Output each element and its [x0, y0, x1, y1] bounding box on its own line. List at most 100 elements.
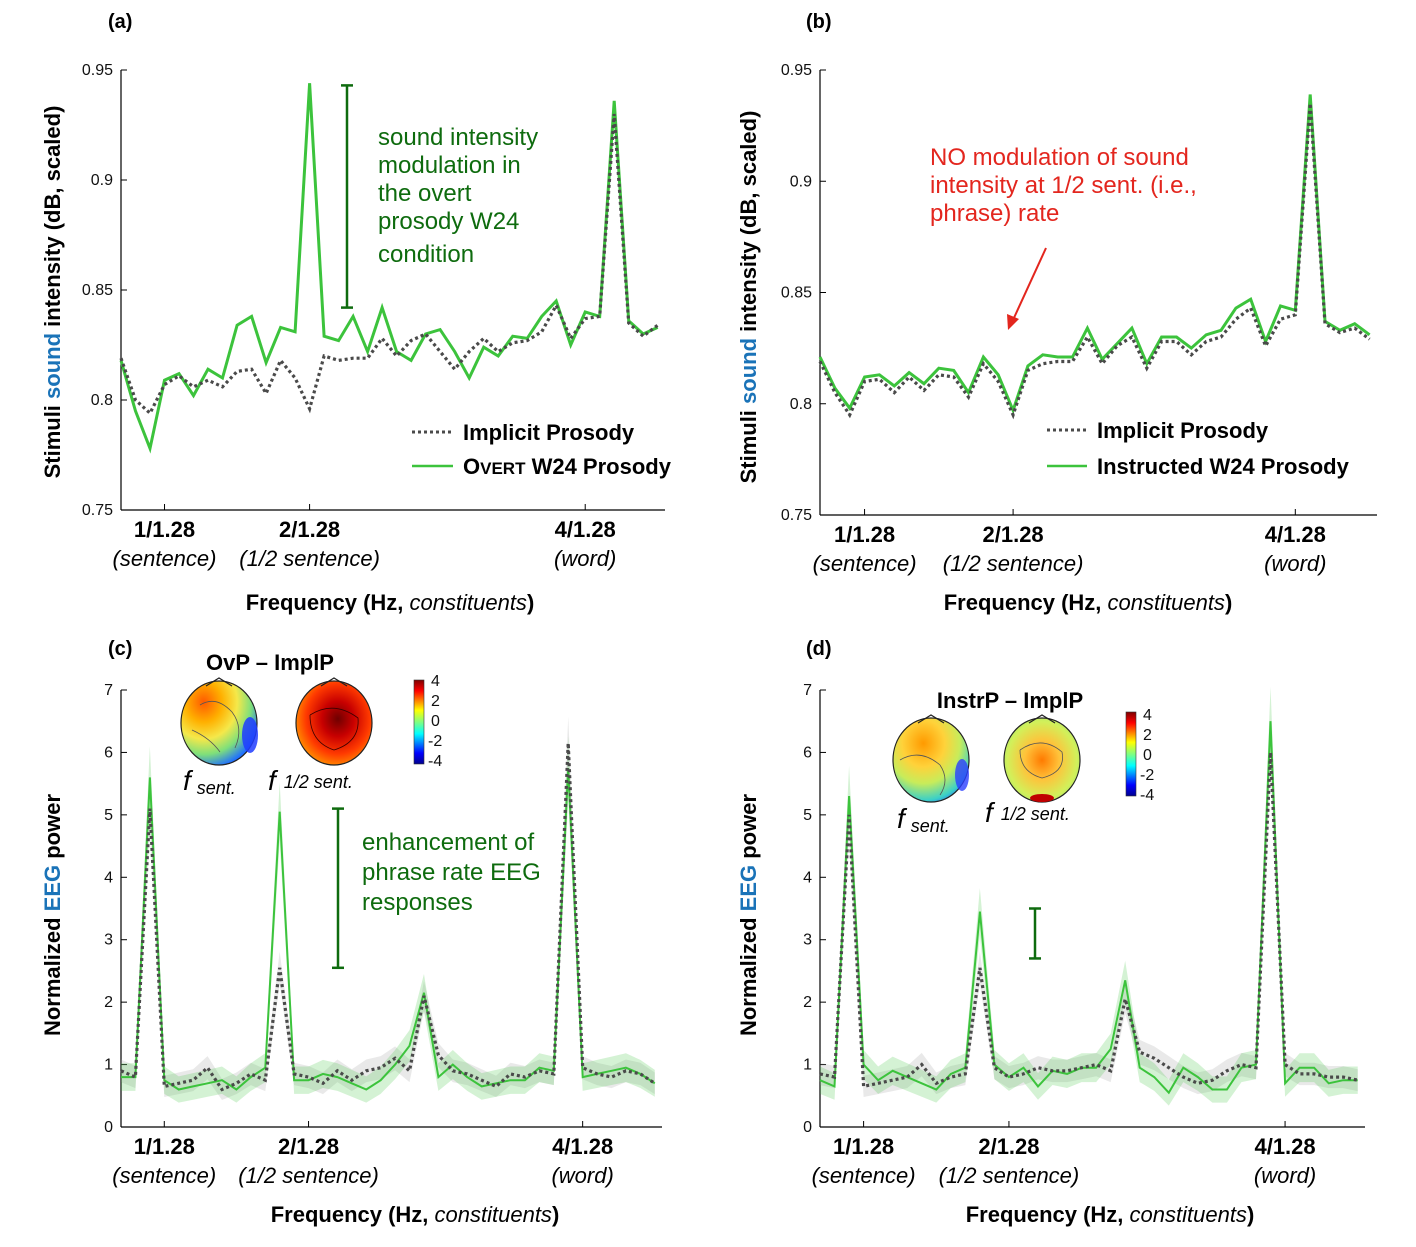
annotation-line: the overt: [378, 180, 472, 207]
y-tick-label: 5: [104, 807, 113, 824]
series-line-implicit: [818, 103, 1371, 420]
annotation-line: condition: [378, 241, 474, 268]
colorbar-tick: 0: [1143, 747, 1152, 764]
colorbar: 4 2 0 -2 -4: [1125, 707, 1154, 804]
y-tick-label: 6: [104, 744, 113, 761]
annotation-phrase-enhancement: enhancement of phrase rate EEG responses: [362, 829, 541, 916]
colorbar-tick: -2: [1140, 767, 1154, 784]
legend-label-instructed: Instructed W24 Prosody: [1097, 454, 1350, 479]
y-axis: 0 1 2 3 4 5 6 7: [104, 682, 127, 1136]
panel-c: (c) 0 1 2 3 4 5 6 7 1/1.28 (sentence) 2/1.28 (1/2 …: [40, 638, 662, 1227]
colorbar-tick: -4: [1140, 787, 1154, 804]
x-tick-label: 1/1.28: [834, 522, 895, 547]
x-axis: 1/1.28 (sentence) 2/1.28 (1/2 sentence) 4/1.…: [112, 1121, 662, 1188]
legend: Implicit Prosody Instructed W24 Prosody: [1047, 418, 1350, 479]
error-band: [121, 736, 655, 1103]
y-tick-label: 0.9: [790, 173, 812, 190]
annotation-line: enhancement of: [362, 829, 534, 856]
x-tick-label: 2/1.28: [279, 517, 340, 542]
error-bands: [121, 716, 655, 1103]
annotation-arrow: [1012, 247, 1047, 321]
series-line-prosody: [119, 83, 659, 454]
legend-label-implicit: Implicit Prosody: [463, 420, 635, 445]
y-tick-label: 0.8: [790, 396, 812, 413]
y-tick-label: 0.75: [781, 507, 812, 524]
x-tick-label: 4/1.28: [552, 1134, 613, 1159]
y-axis: 0.75 0.8 0.85 0.9 0.95: [82, 62, 127, 519]
x-tick-label: 4/1.28: [1254, 1134, 1315, 1159]
x-tick-label: 4/1.28: [1265, 522, 1326, 547]
x-axis-label: Frequency (Hz, constituents): [944, 590, 1233, 615]
y-tick-label: 7: [803, 682, 812, 699]
x-axis: 1/1.28 (sentence) 2/1.28 (1/2 sentence) 4/1.…: [813, 509, 1377, 576]
x-axis-label: Frequency (Hz, constituents): [246, 590, 535, 615]
annotation-error-bar: [332, 807, 344, 970]
x-tick-sublabel: (1/2 sentence): [239, 546, 380, 571]
x-tick-sublabel: (1/2 sentence): [943, 551, 1084, 576]
series-lines: [119, 83, 659, 454]
topomap-head: [1003, 714, 1081, 803]
annotation-error-bar: [341, 84, 353, 309]
panel-a-label: (a): [108, 11, 132, 33]
topomap-label: f 1/2 sent.: [985, 797, 1070, 828]
x-tick-sublabel: (word): [1264, 551, 1326, 576]
topomap-head: [180, 677, 258, 766]
x-axis: 1/1.28 (sentence) 2/1.28 (1/2 sentence) 4/1.…: [113, 504, 665, 571]
annotation-error-bar: [1029, 907, 1041, 960]
y-axis: 0 1 2 3 4 5 6 7: [803, 682, 826, 1136]
y-tick-label: 0.8: [91, 392, 113, 409]
y-tick-label: 0: [104, 1119, 113, 1136]
y-tick-label: 0.85: [781, 285, 812, 302]
annotation-line: sound intensity: [378, 124, 538, 151]
topomap-label: f 1/2 sent.: [268, 765, 353, 796]
y-axis-label: Stimuli sound intensity (dB, scaled): [736, 111, 761, 484]
panel-a: (a) 0.75 0.8 0.85 0.9 0.95 1/1.28 (sentence) 2…: [40, 11, 672, 615]
x-tick-sublabel: (1/2 sentence): [939, 1163, 1080, 1188]
colorbar-tick: 4: [431, 673, 440, 690]
annotation-line: responses: [362, 889, 473, 916]
annotation-no-modulation: NO modulation of sound intensity at 1/2 …: [930, 144, 1197, 330]
colorbar-tick: 0: [431, 713, 440, 730]
topomap-title: InstrP – ImplP: [937, 688, 1083, 713]
y-tick-label: 0.95: [82, 62, 113, 79]
x-tick-sublabel: (word): [551, 1163, 613, 1188]
annotation-line: phrase rate EEG: [362, 859, 541, 886]
series-line-implicit: [819, 752, 1359, 1089]
x-tick-label: 1/1.28: [134, 1134, 195, 1159]
panel-b-label: (b): [806, 11, 832, 33]
x-axis-label: Frequency (Hz, constituents): [966, 1202, 1255, 1227]
colorbar-tick: 2: [1143, 727, 1152, 744]
x-tick-sublabel: (sentence): [112, 1163, 216, 1188]
y-tick-label: 0.85: [82, 282, 113, 299]
x-tick-label: 2/1.28: [278, 1134, 339, 1159]
series-line-prosody: [818, 94, 1371, 415]
colorbar-tick: -4: [428, 753, 442, 770]
topomap-head: [295, 677, 373, 766]
series-lines: [120, 743, 656, 1092]
x-tick-sublabel: (1/2 sentence): [238, 1163, 379, 1188]
y-tick-label: 2: [803, 994, 812, 1011]
x-tick-sublabel: (sentence): [113, 546, 217, 571]
y-tick-label: 0.95: [781, 62, 812, 79]
colorbar-tick: 4: [1143, 707, 1152, 724]
y-tick-label: 1: [803, 1057, 812, 1074]
legend-label-overt: OVERT W24 Prosody: [463, 454, 672, 479]
x-axis-label: Frequency (Hz, constituents): [271, 1202, 560, 1227]
annotation-line: modulation in: [378, 152, 521, 179]
panel-c-label: (c): [108, 638, 132, 660]
y-axis-label: Normalized EEG power: [736, 794, 761, 1037]
y-tick-label: 2: [104, 994, 113, 1011]
x-tick-sublabel: (sentence): [813, 551, 917, 576]
legend-label-implicit: Implicit Prosody: [1097, 418, 1269, 443]
y-tick-label: 0.75: [82, 502, 113, 519]
y-tick-label: 7: [104, 682, 113, 699]
colorbar: 4 2 0 -2 -4: [413, 673, 442, 770]
topomap-head: [892, 714, 970, 803]
topomap-inset: InstrP – ImplP f sent. f 1/2 sent. 4 2 0 -: [892, 688, 1154, 836]
series-lines: [818, 94, 1371, 420]
panel-d: (d) 0 1 2 3 4 5 6 7 1/1.28 (sentence) 2/1.28 (1/2 …: [736, 638, 1365, 1227]
y-tick-label: 4: [104, 869, 113, 886]
panel-b: (b) 0.75 0.8 0.85 0.9 0.95 1/1.28 (sentence) 2…: [736, 11, 1377, 615]
y-tick-label: 4: [803, 869, 812, 886]
topomap-title: OvP – ImplP: [206, 650, 334, 675]
